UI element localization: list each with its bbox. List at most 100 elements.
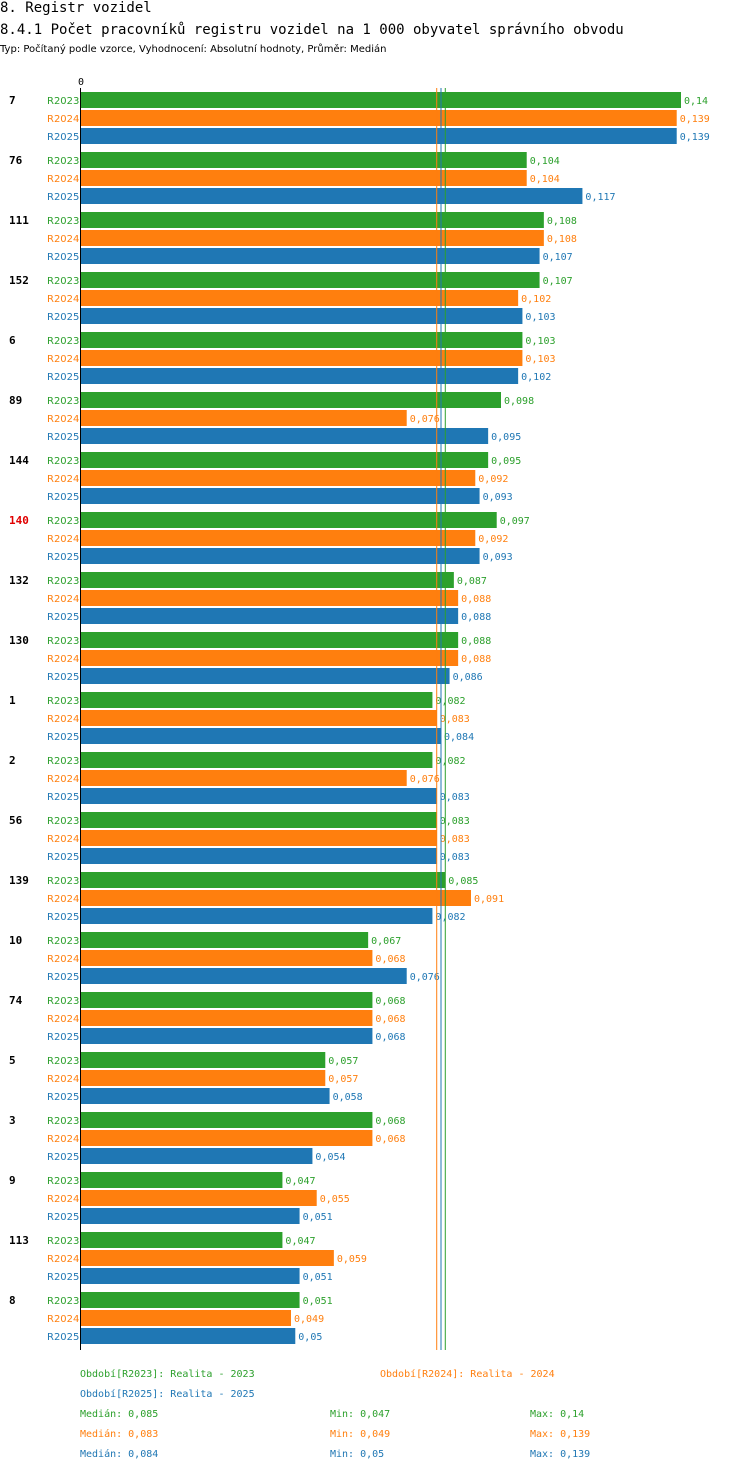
category-label: 144 <box>9 454 29 467</box>
bar <box>81 770 407 786</box>
value-label: 0,098 <box>504 396 534 407</box>
legend-min-r2025: Min: 0,05 <box>330 1449 385 1460</box>
category-label: 5 <box>9 1054 16 1067</box>
bar <box>81 470 476 486</box>
value-label: 0,104 <box>530 174 560 185</box>
series-label: R2024 <box>47 1254 79 1265</box>
category-label: 89 <box>9 394 22 407</box>
series-label: R2024 <box>47 774 79 785</box>
bar <box>81 608 459 624</box>
legend-max-r2023: Max: 0,14 <box>530 1409 585 1420</box>
category-label: 140 <box>9 514 29 527</box>
value-label: 0,057 <box>328 1056 358 1067</box>
value-label: 0,095 <box>491 432 521 443</box>
category-label: 74 <box>9 994 23 1007</box>
bar <box>81 572 454 588</box>
value-label: 0,051 <box>303 1212 333 1223</box>
legend-period-r2023: Období[R2023]: Realita - 2023 <box>80 1369 255 1380</box>
bar <box>81 332 523 348</box>
value-label: 0,108 <box>547 216 577 227</box>
bar <box>81 1088 330 1104</box>
category-label: 132 <box>9 574 29 587</box>
value-label: 0,083 <box>440 714 470 725</box>
legend-max-r2025: Max: 0,139 <box>530 1449 591 1460</box>
bar <box>81 1250 334 1266</box>
series-label: R2024 <box>47 1314 79 1325</box>
value-label: 0,076 <box>410 972 440 983</box>
bar <box>81 650 459 666</box>
bar <box>81 752 433 768</box>
series-label: R2025 <box>47 1212 79 1223</box>
series-label: R2025 <box>47 792 79 803</box>
series-label: R2023 <box>47 696 79 707</box>
bar <box>81 410 407 426</box>
series-label: R2025 <box>47 312 79 323</box>
series-label: R2024 <box>47 114 79 125</box>
bar <box>81 350 523 366</box>
value-label: 0,095 <box>491 456 521 467</box>
series-label: R2023 <box>47 216 79 227</box>
legend-period-r2024: Období[R2024]: Realita - 2024 <box>380 1369 555 1380</box>
bar-chart: 0 7 R2023 0,14 R2024 0,139 R2025 0,139 76 R2023 0,… <box>9 77 710 1350</box>
category-label: 3 <box>9 1114 16 1127</box>
series-label: R2024 <box>47 834 79 845</box>
bar <box>81 992 373 1008</box>
value-label: 0,082 <box>435 912 465 923</box>
value-label: 0,057 <box>328 1074 358 1085</box>
value-label: 0,068 <box>375 1116 405 1127</box>
bar <box>81 908 433 924</box>
bar <box>81 290 519 306</box>
category-label: 152 <box>9 274 29 287</box>
series-label: R2023 <box>47 576 79 587</box>
bar <box>81 428 489 444</box>
value-label: 0,049 <box>294 1314 324 1325</box>
value-label: 0,085 <box>448 876 478 887</box>
bar <box>81 710 437 726</box>
value-label: 0,047 <box>285 1236 315 1247</box>
bar <box>81 1010 373 1026</box>
value-label: 0,107 <box>543 252 573 263</box>
bar <box>81 812 437 828</box>
bar <box>81 1232 283 1248</box>
bar <box>81 1112 373 1128</box>
value-label: 0,103 <box>525 354 555 365</box>
value-label: 0,139 <box>680 132 710 143</box>
category-label: 113 <box>9 1234 29 1247</box>
value-label: 0,083 <box>440 816 470 827</box>
category-label: 9 <box>9 1174 16 1187</box>
value-label: 0,054 <box>315 1152 345 1163</box>
bar <box>81 368 519 384</box>
axis-zero-label: 0 <box>78 77 84 88</box>
legend-median-r2025: Medián: 0,084 <box>80 1449 159 1460</box>
bar <box>81 308 523 324</box>
bar <box>81 830 437 846</box>
series-label: R2024 <box>47 714 79 725</box>
bar <box>81 1268 300 1284</box>
bar <box>81 1070 326 1086</box>
value-label: 0,088 <box>461 612 491 623</box>
series-label: R2025 <box>47 1152 79 1163</box>
series-label: R2023 <box>47 1236 79 1247</box>
value-label: 0,092 <box>478 474 508 485</box>
value-label: 0,047 <box>285 1176 315 1187</box>
value-label: 0,082 <box>435 696 465 707</box>
value-label: 0,083 <box>440 792 470 803</box>
series-label: R2025 <box>47 972 79 983</box>
value-label: 0,051 <box>303 1272 333 1283</box>
series-label: R2024 <box>47 654 79 665</box>
series-label: R2024 <box>47 1074 79 1085</box>
bar <box>81 890 471 906</box>
category-label: 76 <box>9 154 23 167</box>
legend-median-r2024: Medián: 0,083 <box>80 1429 159 1440</box>
value-label: 0,055 <box>320 1194 350 1205</box>
section-heading: 8. Registr vozidel <box>0 0 152 16</box>
value-label: 0,068 <box>375 1032 405 1043</box>
category-label: 130 <box>9 634 29 647</box>
bar <box>81 872 446 888</box>
series-label: R2025 <box>47 1332 79 1343</box>
bar <box>81 950 373 966</box>
value-label: 0,068 <box>375 1134 405 1145</box>
value-label: 0,067 <box>371 936 401 947</box>
bar <box>81 1148 313 1164</box>
category-label: 1 <box>9 694 16 707</box>
